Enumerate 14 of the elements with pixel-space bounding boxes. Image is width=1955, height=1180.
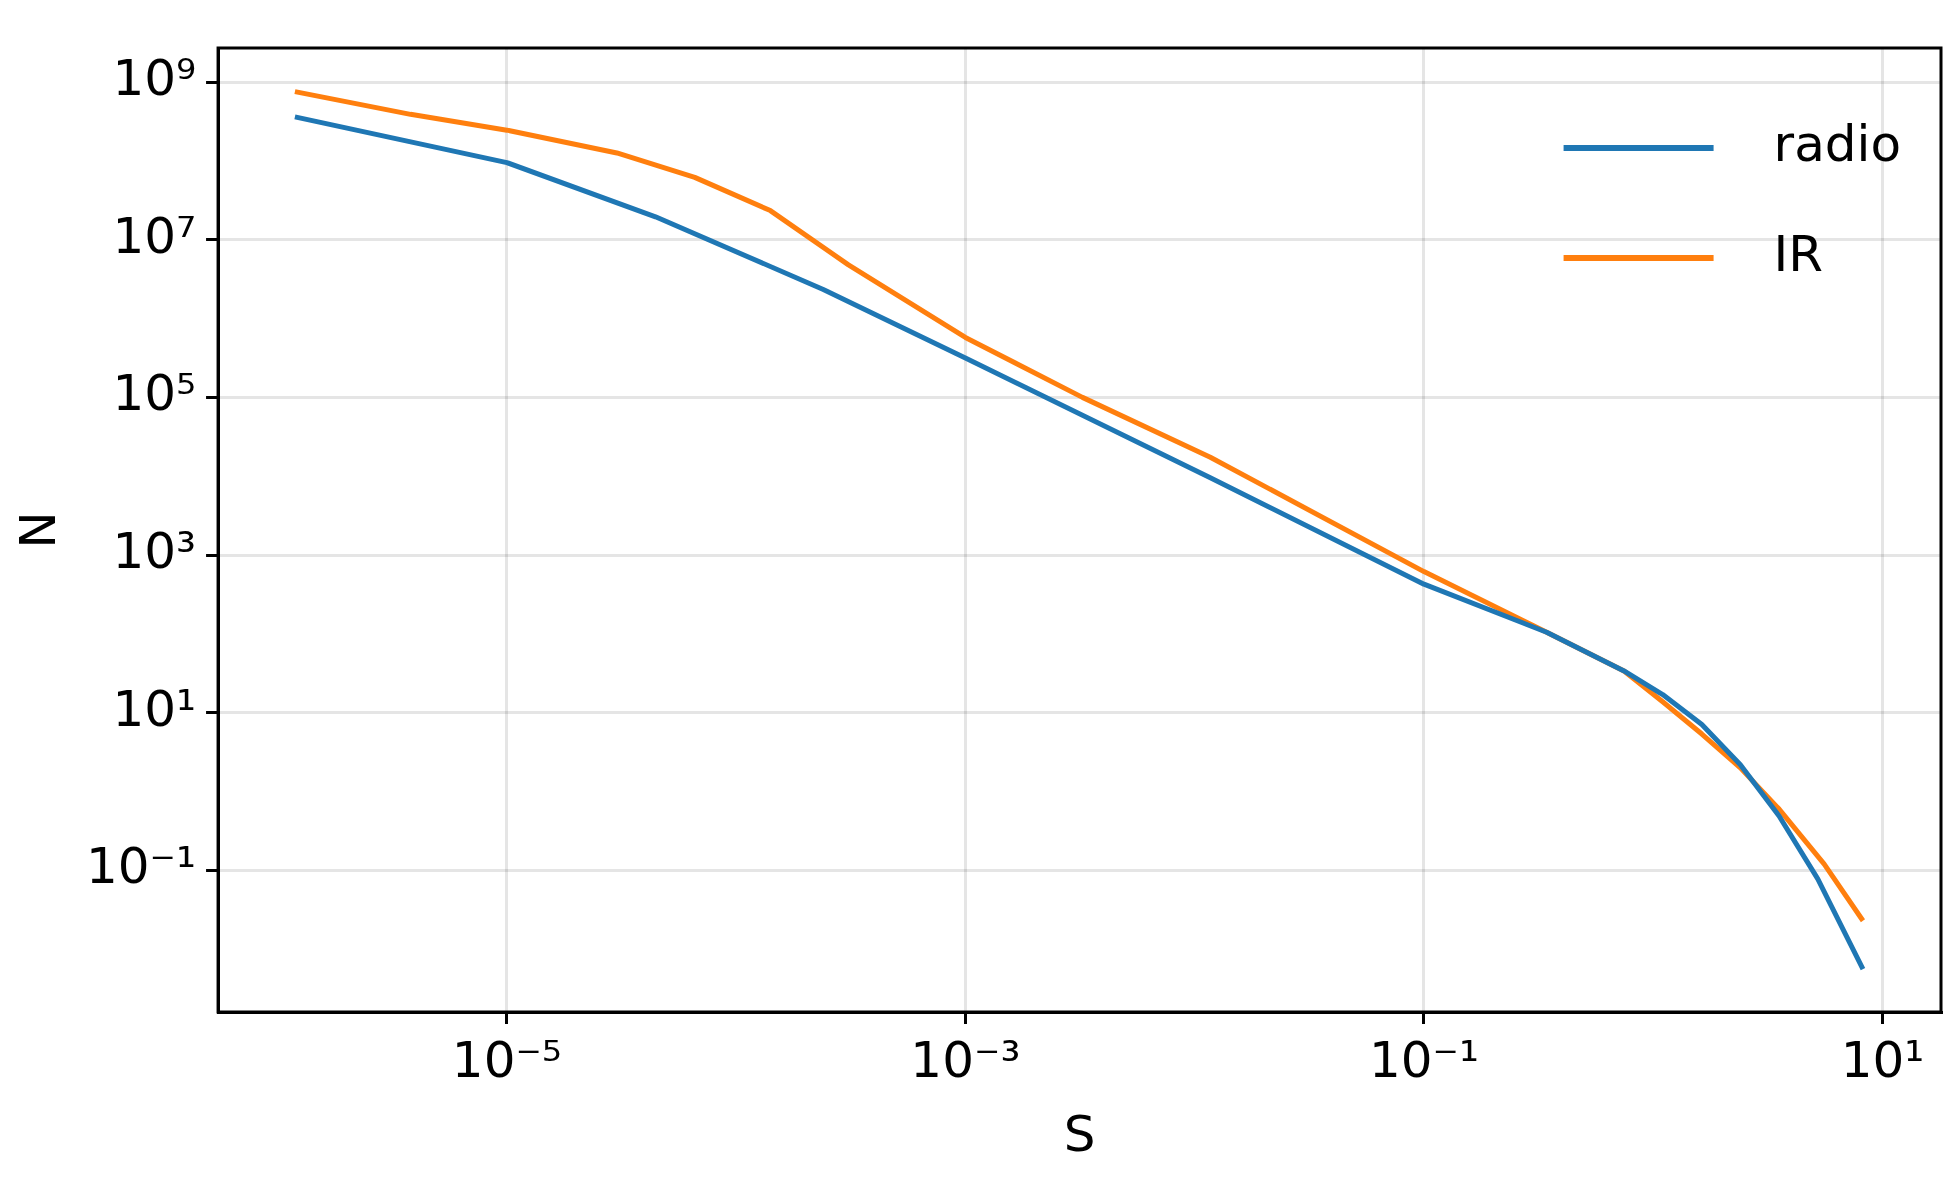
- x-tick-label: 10¹: [1840, 1030, 1925, 1089]
- y-tick-label: 10⁻¹: [86, 837, 197, 896]
- y-tick-label: 10⁹: [112, 48, 197, 107]
- y-tick-label: 10³: [112, 522, 197, 581]
- x-tick-label: 10⁻³: [910, 1030, 1021, 1089]
- y-tick-label: 10¹: [112, 679, 197, 738]
- legend-label: IR: [1773, 224, 1824, 283]
- x-axis-title: S: [1063, 1104, 1096, 1163]
- y-tick-label: 10⁵: [112, 364, 197, 423]
- y-axis-title: N: [8, 511, 67, 549]
- y-tick-label: 10⁷: [112, 206, 197, 265]
- legend-label: radio: [1773, 114, 1901, 173]
- x-tick-label: 10⁻⁵: [451, 1030, 562, 1089]
- x-tick-label: 10⁻¹: [1368, 1030, 1479, 1089]
